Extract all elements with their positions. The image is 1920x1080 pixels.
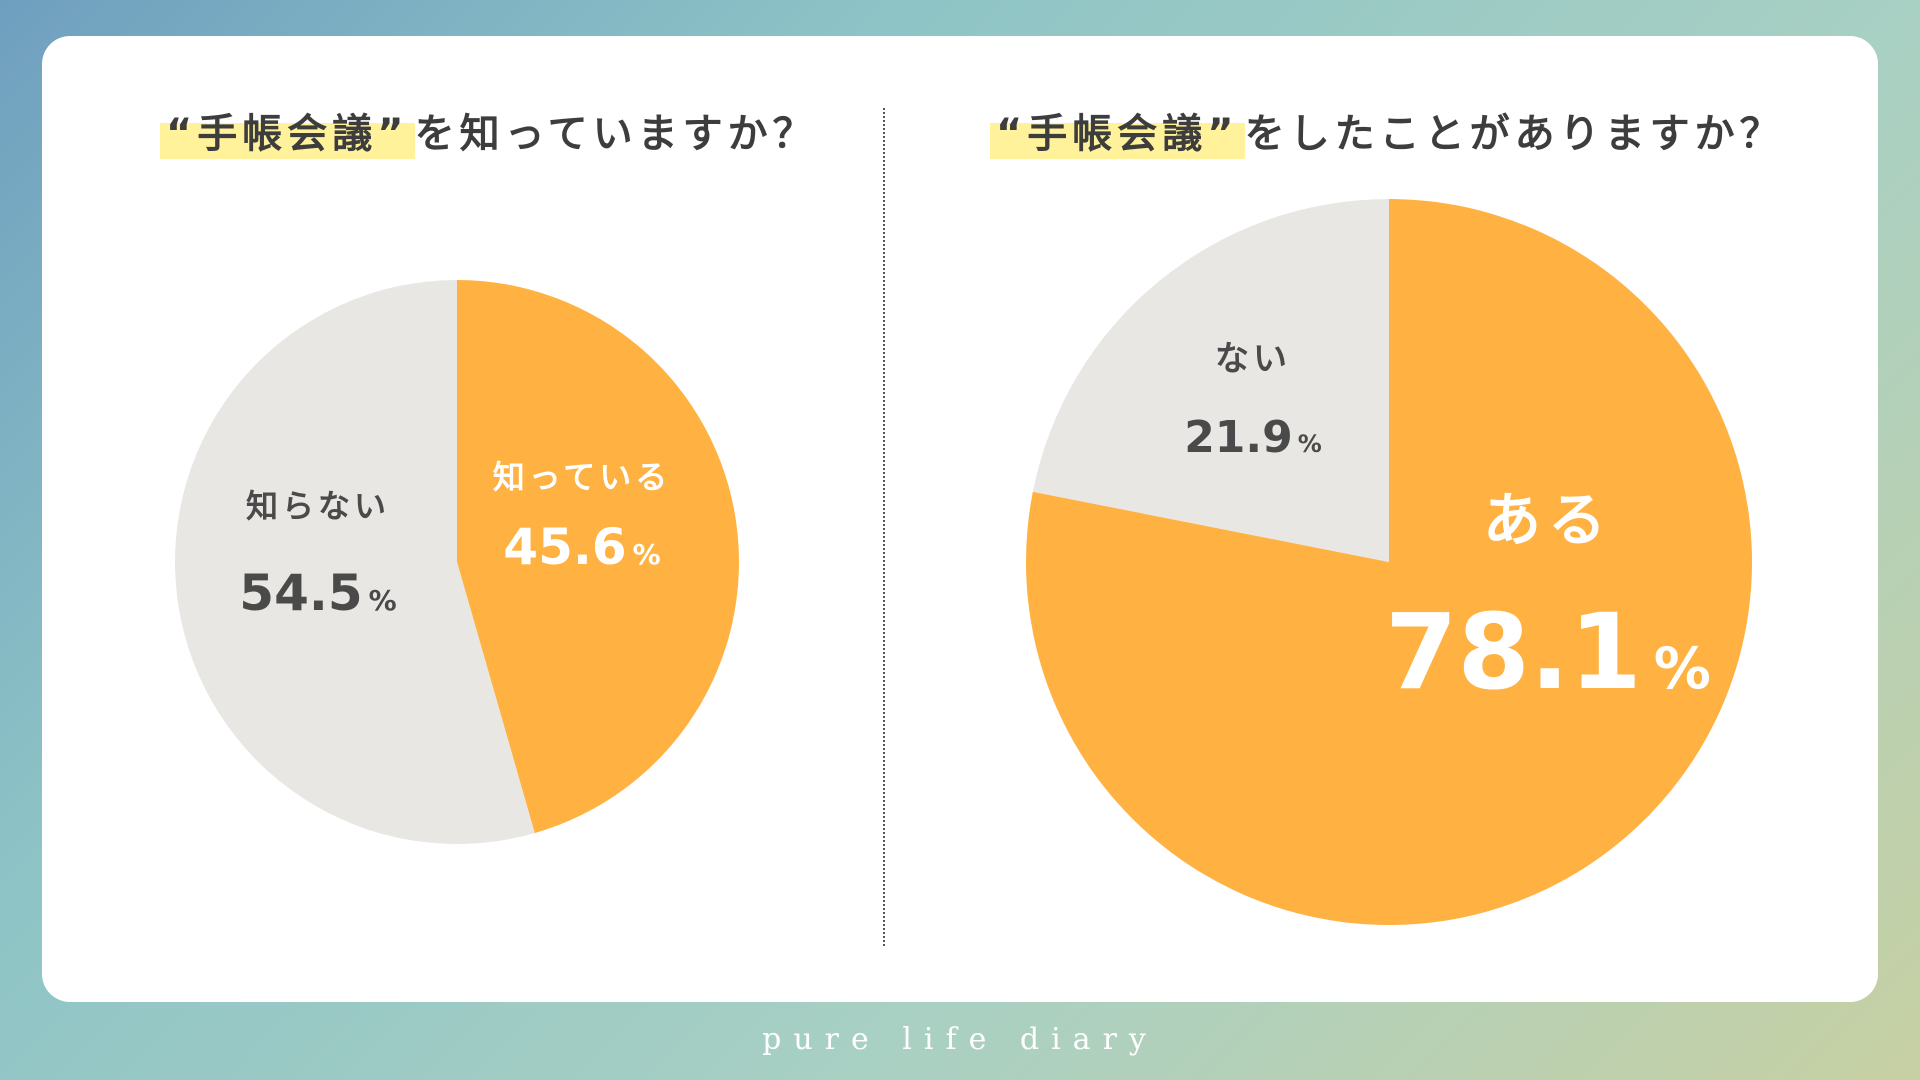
pie2-slice-1 (1025, 199, 1752, 925)
pie1-slice-2 (174, 280, 535, 845)
left-title-rest: を知っていますか？ (414, 111, 818, 157)
pie1-slice-2-label: 知らない (246, 487, 390, 525)
right-title-highlight: “手帳会議” (990, 101, 1245, 159)
chart-divider (883, 108, 885, 946)
left-chart-title: “手帳会議” を知っていますか？ (160, 100, 818, 160)
left-title-highlight: “手帳会議” (160, 101, 415, 159)
pie2-slice-2-label: ない (1215, 339, 1291, 379)
pie2-slice-2-value: 21.9% (1184, 412, 1322, 463)
pie2-slice-1-value: 78.1% (1385, 591, 1711, 713)
pie1-slice-2-value: 54.5% (239, 564, 396, 622)
pie1-slice-1-label: 知っている (493, 458, 671, 496)
right-chart-title: “手帳会議” をしたことがありますか？ (990, 100, 1785, 160)
right-title-rest: をしたことがありますか？ (1244, 111, 1785, 157)
pie2-slice-2 (1032, 199, 1389, 562)
pie1-slice-1 (457, 280, 739, 834)
pie1-slice-1-value: 45.6% (503, 518, 660, 576)
footer-brand: pure life diary (762, 1022, 1158, 1057)
pie2-slice-1-label: ある (1483, 486, 1613, 554)
